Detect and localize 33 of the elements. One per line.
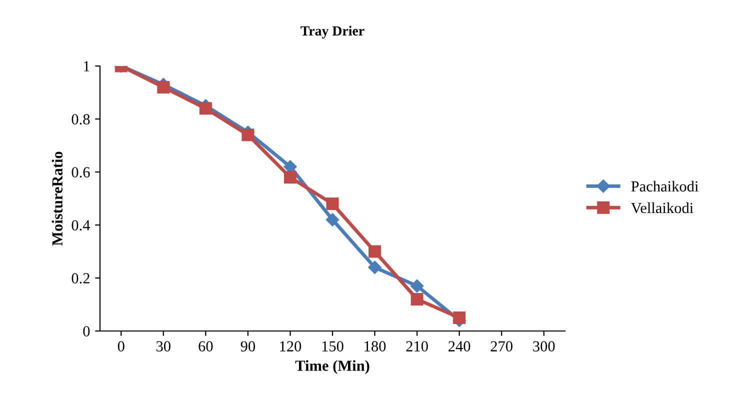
point	[326, 198, 339, 210]
x-tick-label: 0	[118, 341, 124, 352]
y-tick-label: 0	[83, 326, 90, 336]
point	[368, 245, 382, 258]
x-tick-label: 300	[533, 341, 555, 352]
y-tick-label: 1	[84, 61, 90, 72]
point	[326, 213, 340, 226]
x-tick-label: 30	[156, 341, 170, 352]
legend-label: Vellaikodi	[631, 202, 694, 214]
point	[284, 171, 296, 184]
x-tick-label: 90	[240, 341, 256, 352]
point	[242, 128, 254, 142]
chart-title: Tray Drier	[300, 26, 364, 38]
x-tick-label: 60	[198, 341, 213, 352]
x-tick-label: 270	[490, 341, 512, 352]
y-axis-title: MoistureRatio	[52, 152, 63, 246]
legend-label: Pachaikodi	[631, 180, 698, 192]
y-tick-label: 0.2	[72, 273, 90, 284]
point	[199, 102, 212, 115]
y-tick-label: 0.4	[72, 220, 90, 231]
x-tick-label: 150	[322, 341, 344, 352]
point	[157, 80, 170, 94]
y-tick-label: 0.8	[72, 114, 90, 125]
y-tick-label: 0.6	[72, 167, 90, 178]
x-tick-label: 120	[280, 341, 302, 352]
point	[368, 260, 382, 274]
x-tick-label: 210	[406, 341, 428, 352]
point	[410, 279, 424, 293]
x-tick-label: 180	[364, 341, 386, 352]
point	[453, 312, 466, 324]
point	[410, 292, 424, 306]
x-tick-label: 240	[448, 341, 470, 352]
x-axis-title: Time (Min)	[295, 360, 370, 374]
